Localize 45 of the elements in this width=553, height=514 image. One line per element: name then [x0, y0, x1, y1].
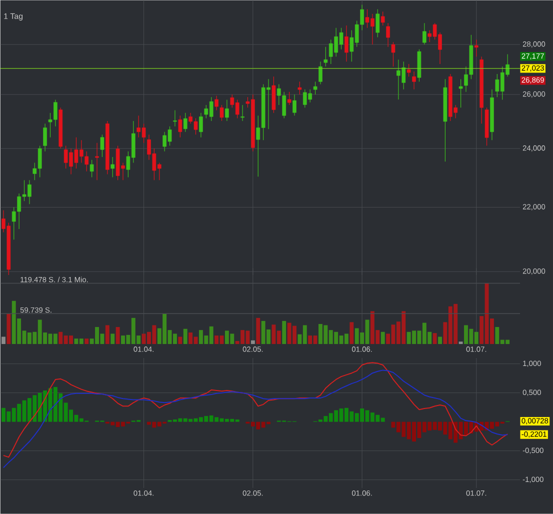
bar [350, 322, 354, 344]
candlestick [412, 71, 416, 90]
candlestick [292, 94, 296, 116]
candlestick [199, 112, 203, 138]
candlestick [376, 9, 380, 38]
candlestick [458, 78, 463, 108]
bar [438, 336, 442, 344]
bar [432, 333, 437, 344]
candlestick [380, 11, 385, 26]
bar [84, 338, 89, 344]
candlestick [178, 115, 182, 138]
candlestick [344, 25, 348, 62]
bar [380, 332, 385, 344]
candlestick [386, 22, 390, 48]
candlestick [391, 42, 396, 67]
candlestick [225, 99, 229, 122]
candlestick [240, 104, 244, 122]
candlestick [214, 96, 218, 111]
candlestick [100, 134, 104, 158]
candlestick [95, 142, 99, 181]
candlestick [318, 61, 322, 85]
bar [110, 334, 115, 344]
bar [2, 336, 6, 344]
candlestick [43, 123, 47, 152]
candlestick [406, 64, 411, 77]
bar [250, 340, 255, 344]
candlestick [422, 22, 426, 45]
candlestick [313, 81, 318, 95]
bar [178, 336, 182, 344]
bar [105, 325, 110, 344]
candlestick [220, 104, 224, 122]
candlestick [110, 156, 115, 178]
candlestick [324, 46, 328, 67]
candlestick [183, 112, 188, 132]
candlestick [90, 160, 94, 178]
candlestick [474, 39, 478, 57]
candlestick [173, 110, 177, 127]
bar [458, 342, 463, 344]
bar [116, 327, 120, 344]
bar [282, 320, 286, 344]
bar [256, 318, 260, 344]
bar [183, 328, 188, 344]
candlestick [287, 92, 292, 106]
bar [6, 314, 11, 344]
candlestick [298, 81, 302, 95]
